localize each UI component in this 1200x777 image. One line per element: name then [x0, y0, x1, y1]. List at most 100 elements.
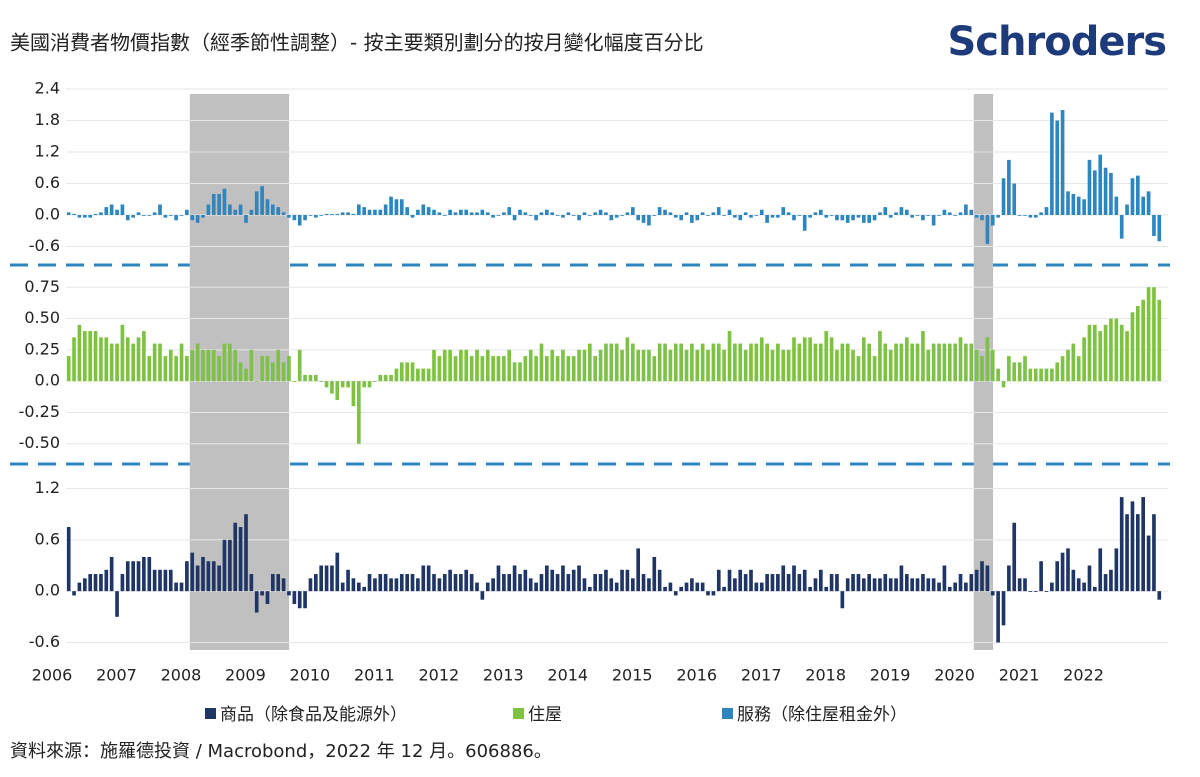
bar: [609, 578, 614, 592]
x-tick-label: 2021: [999, 666, 1040, 685]
bar: [77, 582, 82, 592]
bar: [684, 349, 689, 382]
bar: [1146, 535, 1151, 592]
bar: [872, 215, 877, 221]
bar: [496, 565, 501, 592]
bar: [523, 212, 528, 215]
bar: [754, 582, 759, 592]
bar: [652, 556, 657, 592]
bar: [147, 356, 152, 382]
bar: [265, 356, 270, 382]
bar: [1071, 194, 1076, 215]
bar: [319, 381, 324, 382]
x-tick-label: 2020: [934, 666, 975, 685]
bar: [722, 215, 726, 216]
bar: [937, 343, 941, 382]
bar: [706, 591, 710, 596]
bar: [1141, 299, 1146, 382]
bar: [835, 349, 839, 382]
bar: [185, 209, 189, 215]
bar: [1066, 548, 1070, 592]
bar: [491, 356, 495, 382]
bar: [711, 591, 716, 596]
y-tick-label: 0.50: [24, 308, 60, 327]
bar: [1001, 591, 1006, 626]
bar: [437, 356, 442, 382]
bar: [1060, 110, 1065, 215]
bar: [125, 561, 130, 592]
bar: [829, 574, 834, 592]
bar: [1076, 578, 1081, 592]
bar: [743, 574, 748, 592]
bar: [448, 209, 452, 215]
bar: [206, 561, 211, 592]
bar: [824, 586, 829, 592]
bar: [426, 207, 431, 215]
bar: [1050, 582, 1054, 592]
source-note: 資料來源：施羅德投資 / Macrobond，2022 年 12 月。60688…: [10, 741, 552, 762]
bar: [802, 337, 807, 382]
bar: [432, 349, 436, 382]
bar: [749, 569, 753, 592]
bar: [195, 343, 200, 382]
bar: [958, 337, 963, 382]
bar: [781, 207, 786, 215]
bar: [937, 215, 941, 216]
bar: [577, 215, 581, 221]
bar: [980, 215, 984, 221]
bar: [346, 381, 350, 388]
bar: [899, 207, 904, 215]
bar: [894, 578, 898, 592]
bar: [152, 343, 157, 382]
bar: [292, 215, 297, 221]
bar: [937, 582, 941, 592]
bar: [722, 349, 726, 382]
bar: [899, 565, 904, 592]
bar: [582, 349, 587, 382]
bar: [738, 215, 743, 221]
bar: [1146, 287, 1151, 382]
bar: [534, 215, 538, 221]
legend-swatch: [205, 708, 216, 719]
bar: [835, 574, 839, 592]
bar: [399, 574, 404, 592]
bar: [738, 343, 743, 382]
bar: [158, 343, 162, 382]
bar: [620, 215, 624, 216]
bar: [362, 381, 367, 388]
bar: [1007, 565, 1011, 592]
bar: [244, 368, 248, 382]
bar: [464, 569, 469, 592]
bar: [383, 574, 388, 592]
bar: [700, 343, 705, 382]
bar: [88, 574, 93, 592]
bar: [292, 591, 297, 604]
bar: [1033, 368, 1038, 382]
bar: [260, 186, 264, 215]
bar: [679, 586, 684, 592]
bar: [115, 343, 119, 382]
bar: [1044, 591, 1049, 592]
bar: [1050, 112, 1054, 215]
bar: [1033, 591, 1038, 592]
bar: [969, 343, 974, 382]
bar: [356, 204, 361, 215]
bar: [378, 374, 383, 382]
bar: [856, 215, 861, 218]
bar: [217, 565, 221, 592]
bar: [72, 591, 76, 596]
bar: [104, 207, 109, 215]
bar: [695, 215, 700, 221]
bar: [829, 215, 834, 216]
bar: [297, 349, 302, 382]
legend-label: 住屋: [528, 705, 562, 725]
bar: [287, 215, 291, 218]
y-tick-label: 1.2: [35, 478, 60, 497]
bar: [636, 548, 641, 592]
bar: [604, 569, 608, 592]
bar: [947, 212, 952, 215]
bar: [179, 215, 184, 216]
bar: [1130, 501, 1135, 592]
bar: [518, 209, 522, 215]
bar: [168, 349, 173, 382]
